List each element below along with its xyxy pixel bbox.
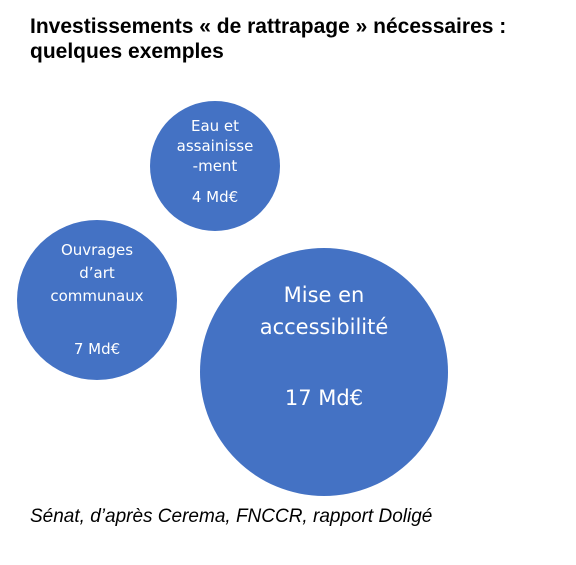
- chart-title-line-2: quelques exemples: [30, 40, 224, 63]
- bubble-label-line: Eau et: [191, 117, 239, 135]
- bubble-label-line: communaux: [50, 287, 143, 305]
- chart-title-line-1: Investissements « de rattrapage » nécess…: [30, 15, 507, 38]
- bubble-value-label: 4 Md€: [192, 188, 238, 206]
- bubble-label-line: assainisse: [177, 137, 254, 155]
- bubble-label-line: Mise en: [284, 283, 365, 307]
- bubble-circle: [200, 248, 448, 496]
- bubble-label-line: d’art: [79, 264, 115, 282]
- bubble-label-line: Ouvrages: [61, 241, 133, 259]
- bubble-2: Ouvrages d’art communaux 7 Md€: [17, 220, 177, 380]
- bubble-3: Mise en accessibilité 17 Md€: [200, 248, 448, 496]
- bubble-circle: [150, 101, 280, 231]
- bubble-chart: Eau et assainisse -ment 4 Md€ Ouvrages d’art c…: [17, 101, 448, 496]
- bubble-label-line: -ment: [193, 157, 238, 175]
- chart-title: Investissements « de rattrapage » nécess…: [30, 14, 570, 64]
- bubble-value-label: 7 Md€: [74, 340, 120, 358]
- bubble-value-label: 17 Md€: [285, 386, 363, 410]
- bubble-1: Eau et assainisse -ment 4 Md€: [150, 101, 280, 231]
- bubble-circle: [17, 220, 177, 380]
- bubble-label-line: accessibilité: [260, 315, 389, 339]
- source-note: Sénat, d’après Cerema, FNCCR, rapport Do…: [30, 506, 433, 527]
